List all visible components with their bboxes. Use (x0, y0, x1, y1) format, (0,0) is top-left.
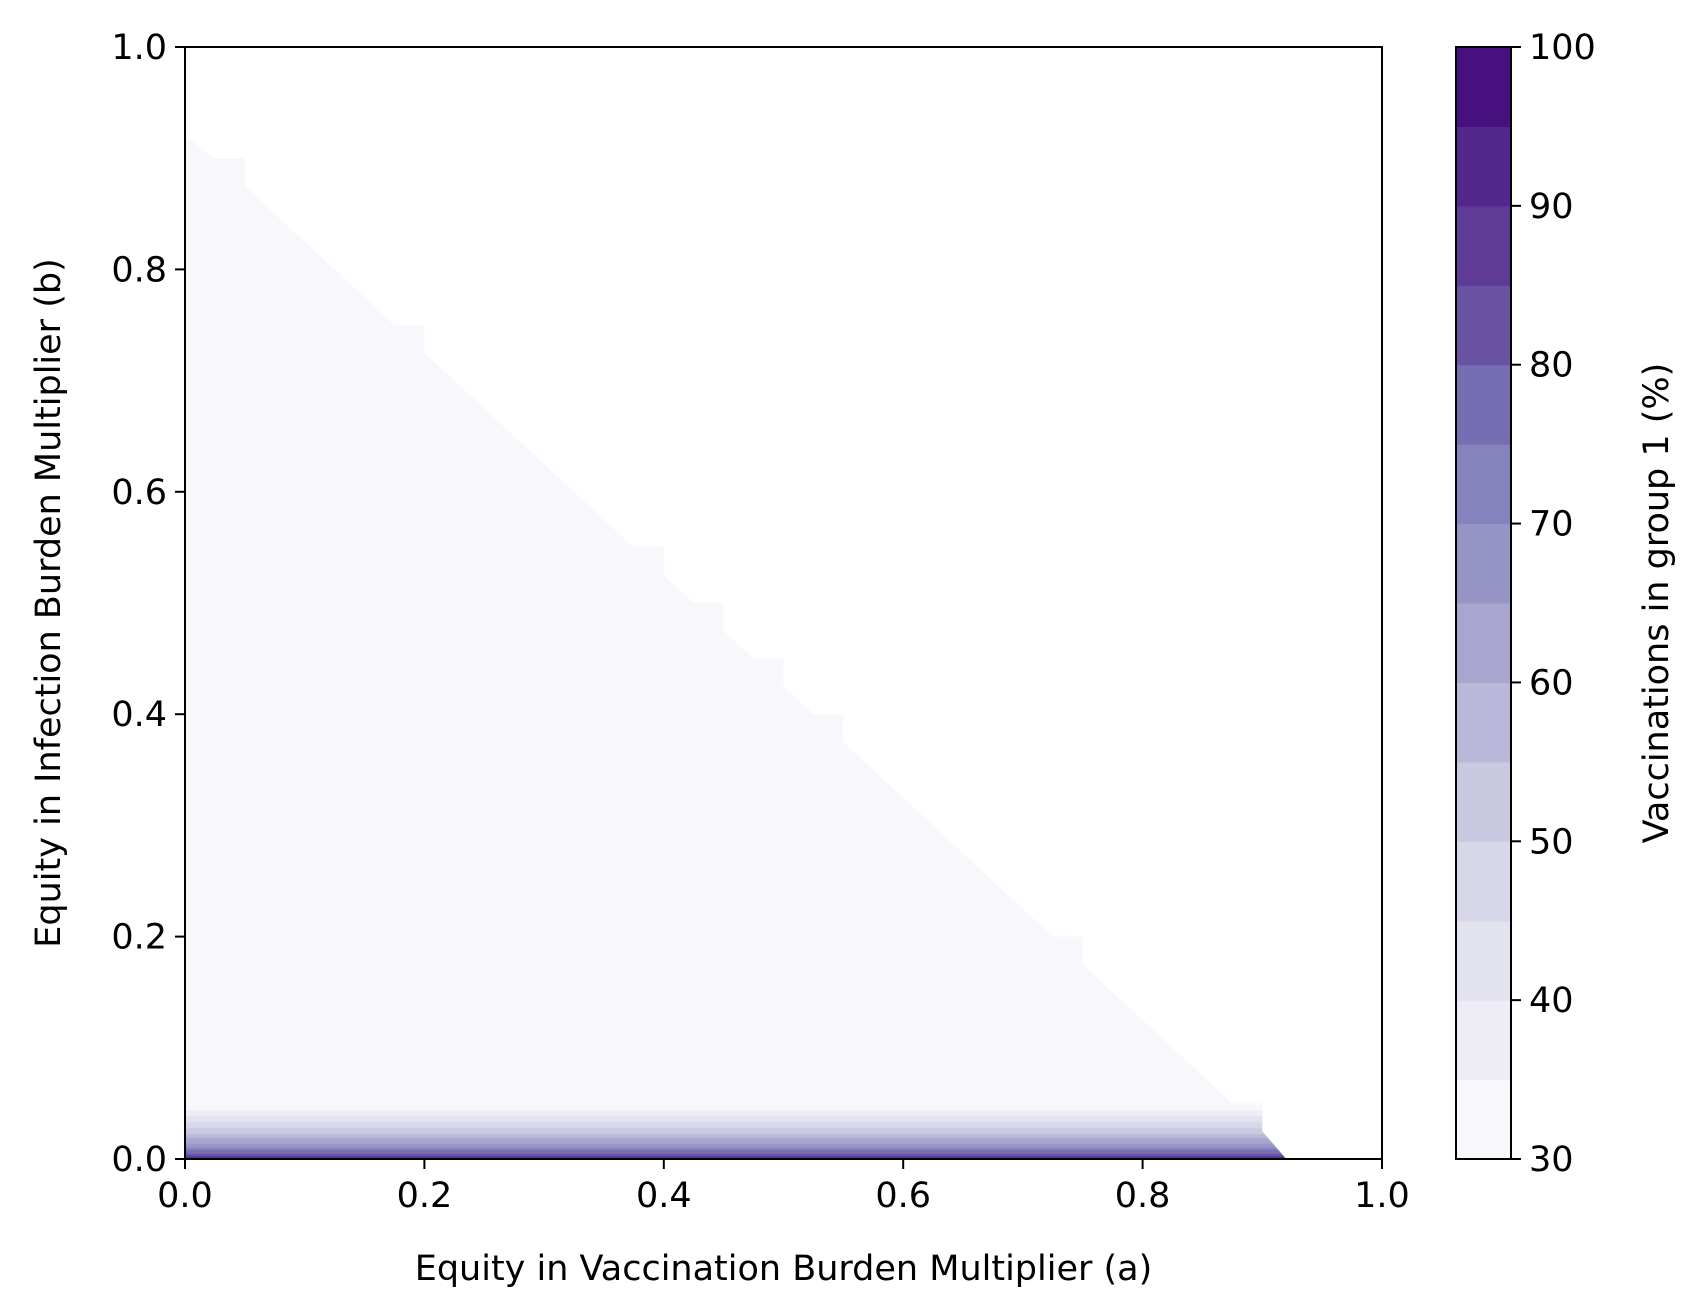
colorbar-segment (1456, 1079, 1511, 1160)
colorbar-label: Vaccinations in group 1 (%) (1637, 363, 1677, 844)
colorbar-tick-label: 80 (1529, 346, 1574, 386)
colorbar-segment (1456, 682, 1511, 763)
x-tick-label: 0.8 (1115, 1176, 1171, 1216)
colorbar-tick-label: 100 (1529, 28, 1596, 68)
colorbar-tick-label: 50 (1529, 822, 1574, 862)
colorbar-ticks: 30 40 50 60 70 80 90 100 (1511, 28, 1596, 1180)
colorbar (1456, 47, 1511, 1160)
colorbar-frame (1455, 46, 1512, 1160)
y-tick-label: 1.0 (111, 28, 167, 68)
colorbar-tick-label: 70 (1529, 505, 1574, 545)
colorbar-segment (1456, 523, 1511, 604)
colorbar-segment (1456, 920, 1511, 1001)
y-tick-label: 0.4 (111, 695, 167, 735)
colorbar-segment (1456, 364, 1511, 445)
colorbar-tick-label: 30 (1529, 1140, 1574, 1180)
colorbar-segment (1456, 47, 1511, 128)
colorbar-segment (1456, 126, 1511, 207)
colorbar-tick-label: 60 (1529, 663, 1574, 703)
colorbar-tick-label: 90 (1529, 187, 1574, 227)
colorbar-segment (1456, 761, 1511, 842)
colorbar-segment (1456, 1000, 1511, 1081)
x-tick-label: 0.6 (875, 1176, 931, 1216)
x-tick-label: 1.0 (1354, 1176, 1410, 1216)
x-tick-label: 0.2 (397, 1176, 453, 1216)
x-tick-label: 0.0 (157, 1176, 213, 1216)
colorbar-segment (1456, 285, 1511, 366)
colorbar-segment (1456, 603, 1511, 684)
y-tick-label: 0.6 (111, 473, 167, 513)
feasible-region (185, 136, 1287, 1159)
colorbar-tick-label: 40 (1529, 981, 1574, 1021)
plot-frame (184, 46, 1383, 1160)
x-tick-label: 0.4 (636, 1176, 692, 1216)
x-axis-ticks: 0.0 0.2 0.4 0.6 0.8 1.0 (157, 1159, 1410, 1216)
colorbar-segment (1456, 841, 1511, 922)
heatmap-layer (185, 136, 1287, 1159)
y-axis-label: Equity in Infection Burden Multiplier (b… (29, 258, 69, 947)
x-axis-label: Equity in Vaccination Burden Multiplier … (415, 1249, 1153, 1289)
y-tick-label: 0.8 (111, 250, 167, 290)
bottom-band (185, 1103, 1287, 1159)
y-tick-label: 0.0 (111, 1140, 167, 1180)
colorbar-segment (1456, 205, 1511, 286)
y-tick-label: 0.2 (111, 918, 167, 958)
colorbar-segment (1456, 444, 1511, 525)
y-axis-ticks: 0.0 0.2 0.4 0.6 0.8 1.0 (111, 28, 185, 1180)
